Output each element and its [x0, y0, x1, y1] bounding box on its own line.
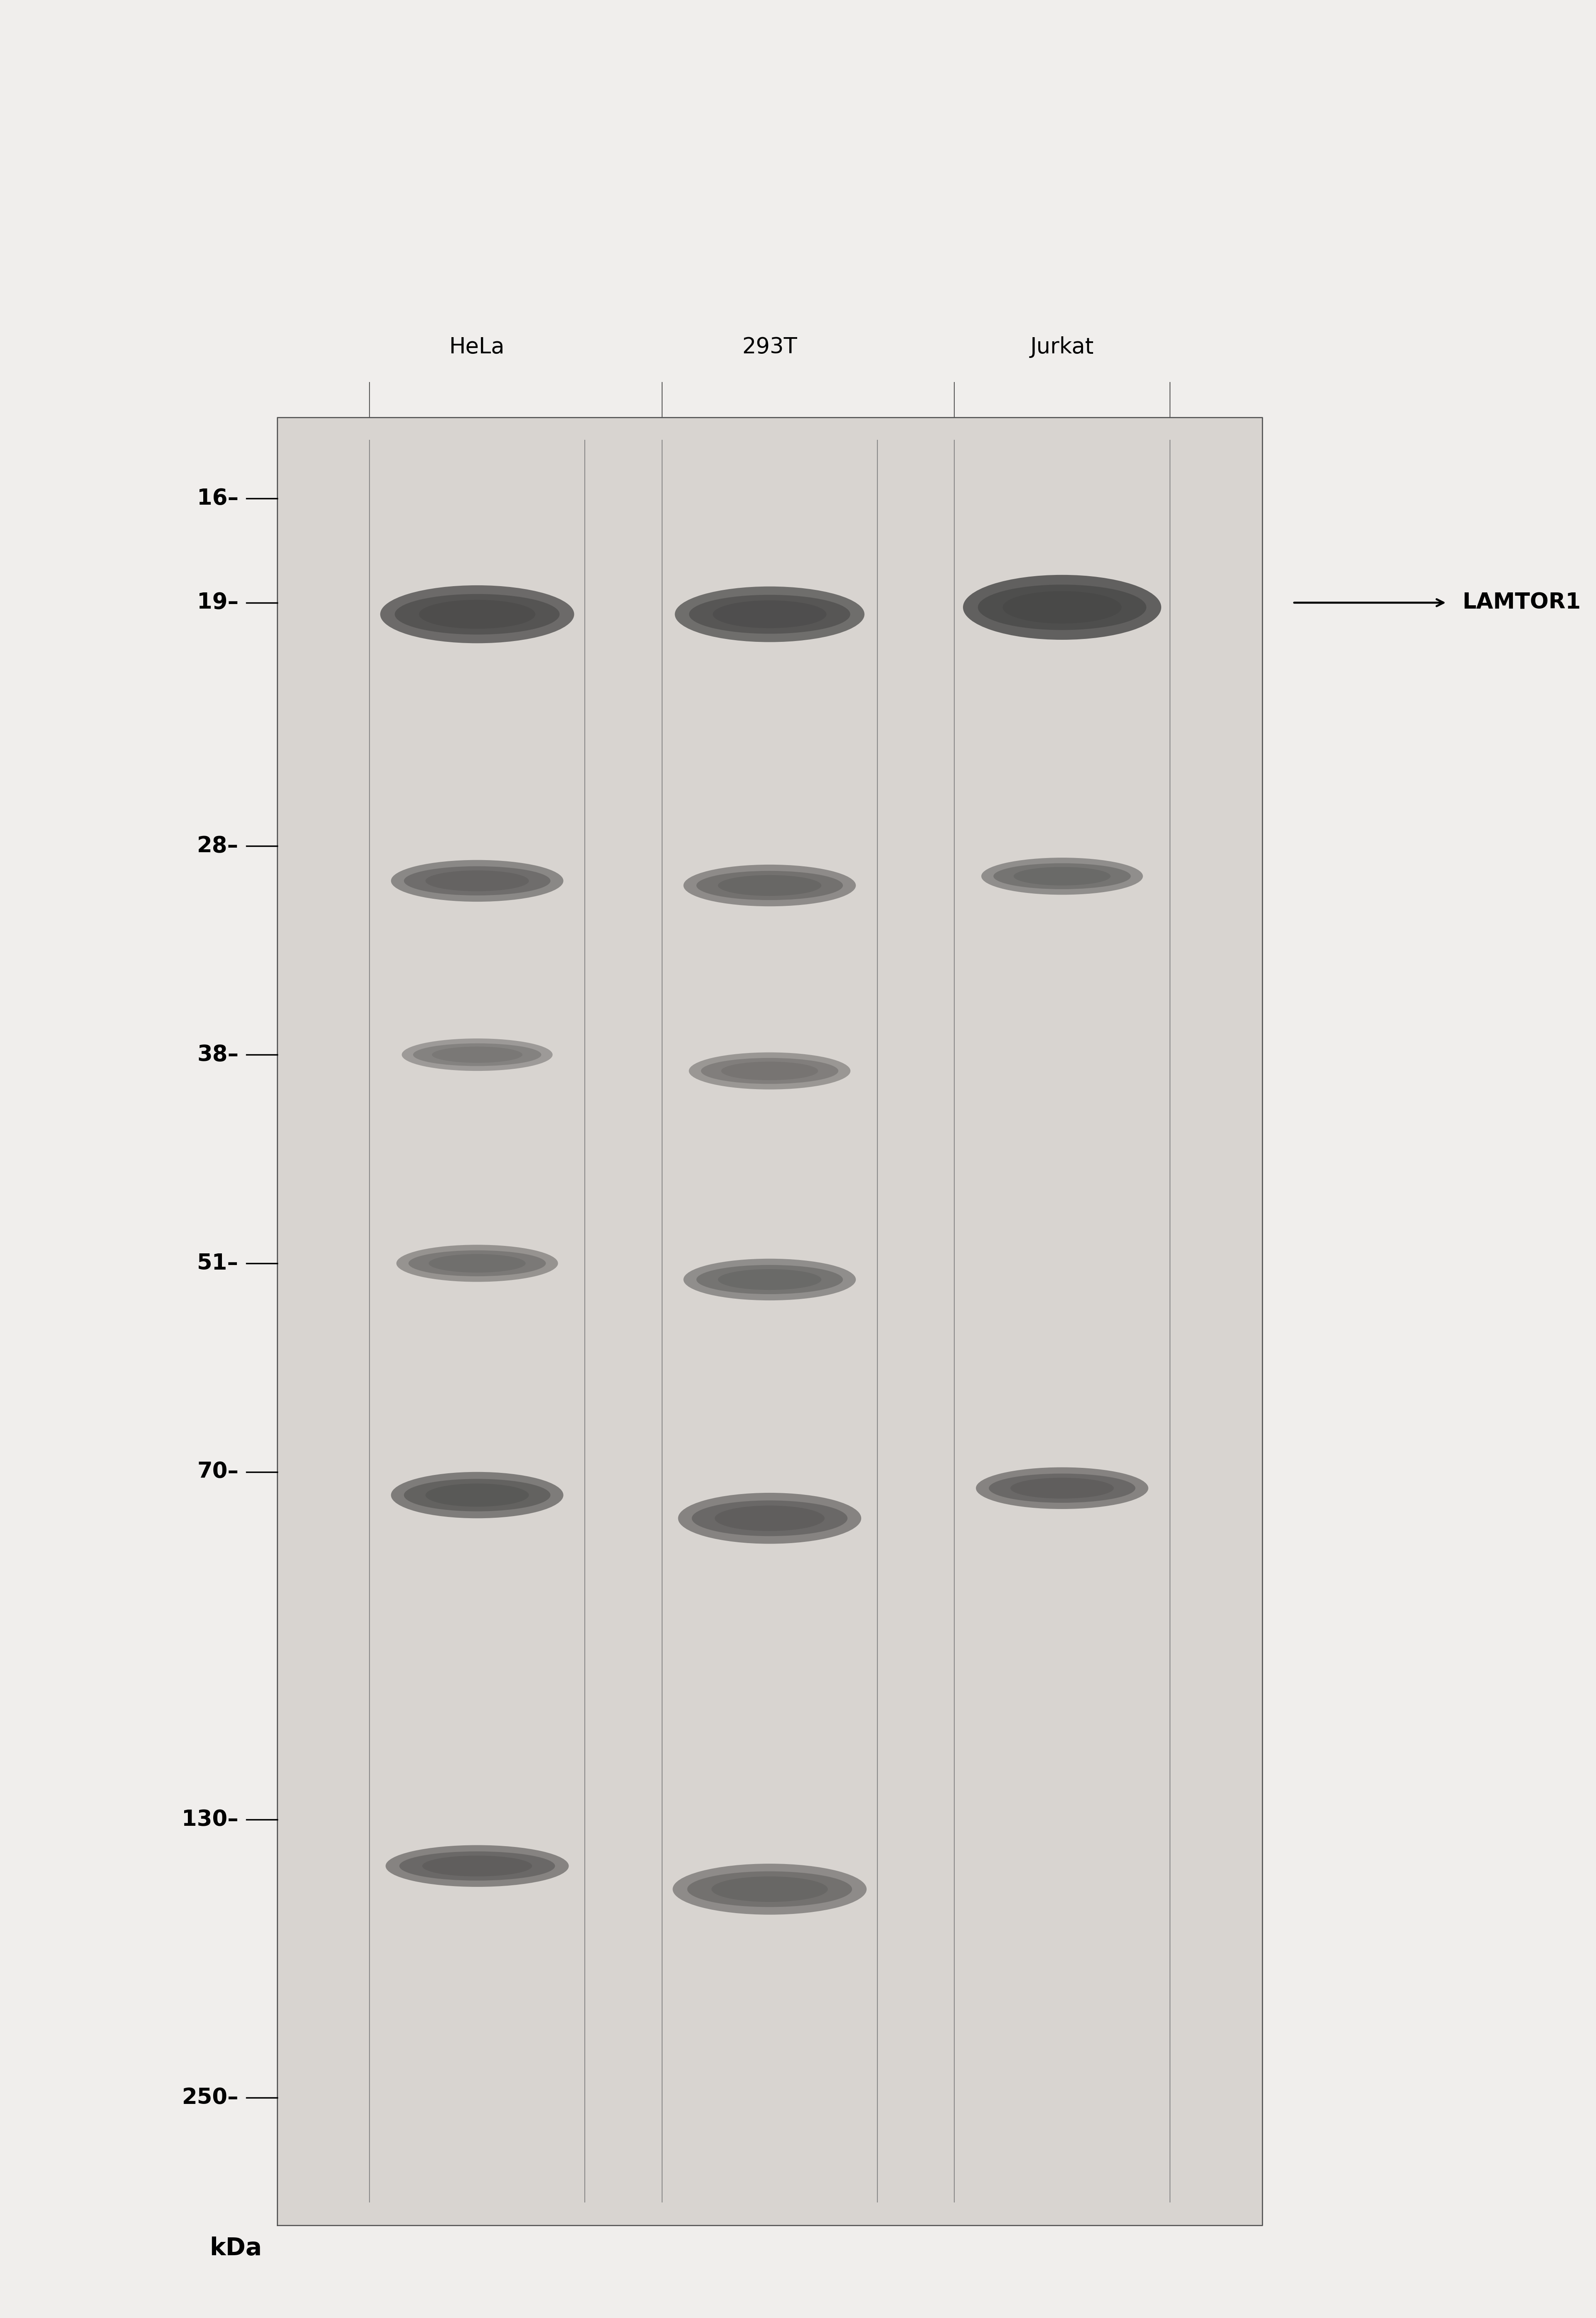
Ellipse shape [683, 865, 855, 906]
Ellipse shape [420, 600, 535, 628]
Ellipse shape [718, 1270, 822, 1289]
Ellipse shape [429, 1254, 525, 1273]
Ellipse shape [409, 1249, 546, 1277]
Text: HeLa: HeLa [450, 336, 504, 357]
Ellipse shape [993, 862, 1132, 890]
Ellipse shape [689, 1052, 851, 1089]
Ellipse shape [404, 867, 551, 895]
Ellipse shape [399, 1852, 555, 1880]
Ellipse shape [391, 1472, 563, 1518]
Ellipse shape [402, 1038, 552, 1071]
Ellipse shape [678, 1493, 862, 1544]
Ellipse shape [426, 1484, 528, 1507]
Ellipse shape [1002, 591, 1122, 624]
Ellipse shape [396, 1245, 559, 1282]
Ellipse shape [433, 1048, 522, 1062]
Text: 28–: 28– [196, 834, 238, 858]
Ellipse shape [413, 1043, 541, 1066]
Ellipse shape [426, 872, 528, 892]
Ellipse shape [696, 872, 843, 899]
Ellipse shape [386, 1845, 568, 1887]
Text: Jurkat: Jurkat [1031, 336, 1093, 357]
Ellipse shape [1013, 867, 1111, 885]
Ellipse shape [978, 584, 1146, 630]
Text: 130–: 130– [182, 1808, 238, 1831]
Ellipse shape [391, 860, 563, 902]
Text: 16–: 16– [196, 487, 238, 510]
Ellipse shape [688, 1871, 852, 1908]
Ellipse shape [675, 586, 865, 642]
Ellipse shape [962, 575, 1162, 640]
Text: 51–: 51– [196, 1252, 238, 1275]
Ellipse shape [701, 1057, 838, 1085]
FancyBboxPatch shape [278, 417, 1262, 2225]
Ellipse shape [689, 596, 851, 633]
Text: 19–: 19– [196, 591, 238, 614]
Ellipse shape [691, 1500, 847, 1537]
Text: 70–: 70– [196, 1460, 238, 1484]
Ellipse shape [423, 1854, 531, 1878]
Ellipse shape [718, 876, 822, 897]
Ellipse shape [404, 1479, 551, 1511]
Ellipse shape [380, 586, 575, 642]
Ellipse shape [1010, 1479, 1114, 1500]
Ellipse shape [672, 1864, 867, 1915]
Ellipse shape [394, 593, 560, 635]
Ellipse shape [712, 1878, 828, 1901]
Ellipse shape [990, 1474, 1135, 1502]
Ellipse shape [713, 600, 827, 628]
Ellipse shape [721, 1062, 819, 1080]
Text: 293T: 293T [742, 336, 798, 357]
Ellipse shape [975, 1467, 1148, 1509]
Ellipse shape [982, 858, 1143, 895]
Text: kDa: kDa [209, 2237, 262, 2260]
Text: 38–: 38– [196, 1043, 238, 1066]
Text: 250–: 250– [182, 2086, 238, 2109]
Text: LAMTOR1: LAMTOR1 [1462, 591, 1582, 614]
Ellipse shape [696, 1266, 843, 1293]
Ellipse shape [683, 1259, 855, 1300]
Ellipse shape [715, 1507, 825, 1532]
